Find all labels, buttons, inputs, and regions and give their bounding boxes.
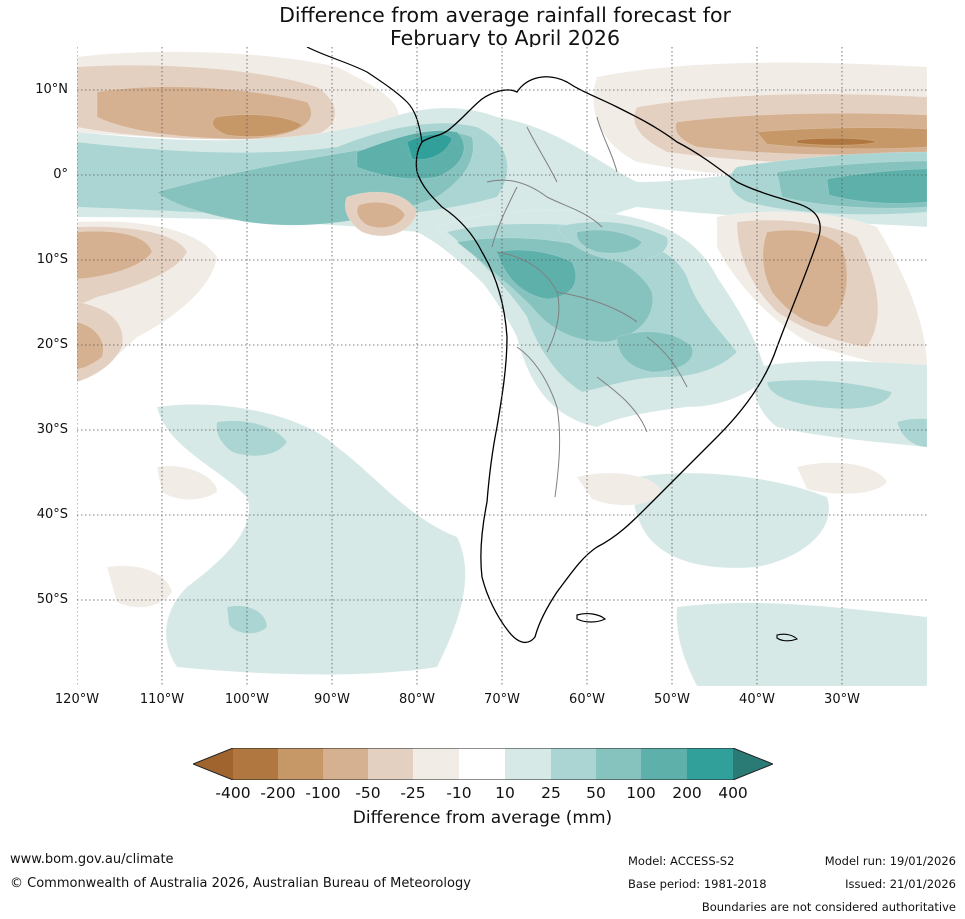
- colorbar-swatch: [687, 748, 733, 780]
- longitude-label: 80°W: [399, 692, 435, 707]
- longitude-label: 50°W: [654, 692, 690, 707]
- country-border: [526, 126, 558, 183]
- longitude-label: 60°W: [569, 692, 605, 707]
- anomaly-area: [496, 249, 577, 300]
- country-border: [496, 251, 560, 353]
- longitude-label: 40°W: [739, 692, 775, 707]
- colorbar-swatch: [459, 748, 505, 780]
- anomaly-area: [576, 229, 643, 254]
- disclaimer-text: Boundaries are not considered authoritat…: [701, 900, 956, 914]
- longitude-label: 30°W: [824, 692, 860, 707]
- colorbar-swatch: [323, 748, 368, 780]
- colorbar-tick-label: 10: [495, 784, 515, 802]
- colorbar-swatch: [551, 748, 596, 780]
- colorbar-swatch: [413, 748, 459, 780]
- country-border: [596, 376, 648, 433]
- anomaly-area: [212, 114, 303, 137]
- colorbar-tick-label: -400: [215, 784, 251, 802]
- map-title-line-1: Difference from average rainfall forecas…: [279, 3, 731, 27]
- country-border: [646, 336, 688, 388]
- colorbar-tick-label: 50: [586, 784, 606, 802]
- anomaly-area: [796, 462, 888, 494]
- coastlines: [306, 47, 821, 644]
- falkland-islands-coastline: [576, 613, 607, 623]
- anomaly-area: [616, 331, 693, 373]
- colorbar-tick-label: -200: [260, 784, 296, 802]
- country-border: [596, 116, 618, 173]
- anomaly-area: [633, 472, 830, 569]
- colorbar-swatch: [193, 748, 233, 780]
- anomaly-area: [676, 602, 927, 686]
- country-border: [516, 346, 561, 498]
- longitude-label: 100°W: [224, 692, 270, 707]
- colorbar-tick-label: 25: [541, 784, 561, 802]
- colorbar-tick-label: -50: [355, 784, 381, 802]
- colorbar-tick-label: 200: [672, 784, 702, 802]
- colorbar-swatch: [641, 748, 687, 780]
- model-text: Model: ACCESS-S2: [628, 854, 735, 868]
- latitude-label: 10°N: [35, 82, 68, 97]
- country-borders: [486, 116, 688, 498]
- anomaly-area: [156, 465, 218, 500]
- website-link[interactable]: www.bom.gov.au/climate: [10, 852, 174, 867]
- colorbar-swatch: [233, 748, 278, 780]
- map-title: Difference from average rainfall forecas…: [0, 4, 965, 50]
- latitude-label: 20°S: [36, 337, 68, 352]
- colorbar-swatch: [596, 748, 641, 780]
- anomaly-area: [756, 127, 927, 149]
- graticule: [77, 47, 927, 686]
- central-america-coastline: [306, 47, 423, 143]
- longitude-label: 110°W: [139, 692, 185, 707]
- south-georgia-coastline: [776, 633, 798, 642]
- country-border: [486, 179, 603, 228]
- anomaly-area: [406, 133, 453, 160]
- longitude-label: 90°W: [314, 692, 350, 707]
- latitude-label: 30°S: [36, 422, 68, 437]
- colorbar: [191, 747, 775, 781]
- anomaly-area: [356, 202, 406, 228]
- anomaly-area: [77, 321, 104, 370]
- colorbar-swatch: [278, 748, 323, 780]
- colorbar-svg: [191, 747, 775, 781]
- anomaly-area: [766, 379, 893, 410]
- latitude-label: 50°S: [36, 592, 68, 607]
- anomaly-area: [216, 420, 288, 457]
- anomaly-area: [77, 231, 153, 280]
- colorbar-title: Difference from average (mm): [352, 808, 613, 828]
- rainfall-anomaly-map: [77, 47, 927, 686]
- anomaly-area: [896, 418, 927, 448]
- map-title-line-2: February to April 2026: [390, 26, 620, 50]
- issued-date-text: Issued: 21/01/2026: [845, 877, 956, 891]
- map-canvas: [77, 47, 927, 686]
- south-america-coastline: [415, 76, 821, 644]
- latitude-label: 10°S: [36, 252, 68, 267]
- country-border: [491, 186, 518, 248]
- colorbar-swatch: [505, 748, 551, 780]
- colorbar-tick-label: -10: [446, 784, 472, 802]
- latitude-label: 40°S: [36, 507, 68, 522]
- anomaly-area: [106, 565, 173, 608]
- colorbar-tick-label: -25: [400, 784, 426, 802]
- latitude-label: 0°: [53, 167, 68, 182]
- base-period-text: Base period: 1981-2018: [628, 877, 767, 891]
- colorbar-swatch: [368, 748, 413, 780]
- colorbar-tick-label: -100: [305, 784, 341, 802]
- colorbar-swatch: [733, 748, 773, 780]
- longitude-label: 120°W: [54, 692, 100, 707]
- model-run-text: Model run: 19/01/2026: [824, 854, 956, 868]
- anomaly-area: [762, 229, 848, 328]
- anomaly-area: [826, 168, 927, 204]
- country-border: [556, 291, 638, 323]
- copyright-text: © Commonwealth of Australia 2026, Austra…: [10, 876, 471, 891]
- longitude-label: 70°W: [484, 692, 520, 707]
- colorbar-tick-label: 100: [626, 784, 656, 802]
- colorbar-tick-label: 400: [718, 784, 748, 802]
- anomaly-area: [796, 138, 878, 146]
